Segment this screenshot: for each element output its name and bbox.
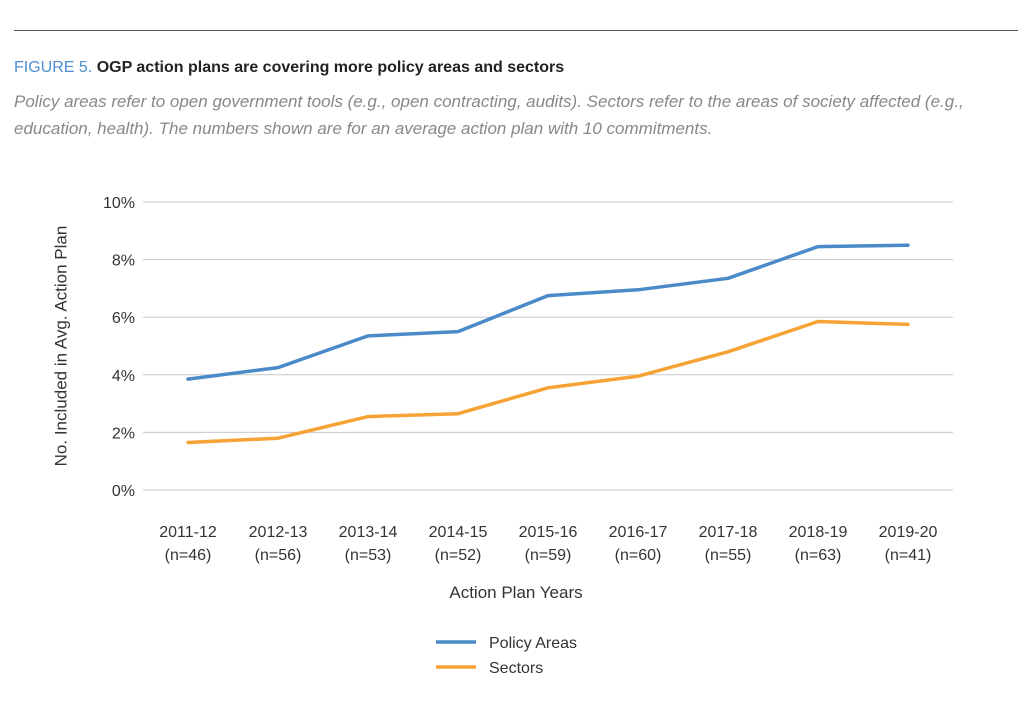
y-tick-label: 4% [112, 368, 135, 385]
y-tick-labels: 0% 2% 4% 6% 8% 10% [103, 195, 135, 500]
x-tick-label: 2017-18 [699, 524, 758, 541]
y-axis-title: No. Included in Avg. Action Plan [51, 226, 70, 467]
x-tick-label: (n=59) [525, 547, 572, 564]
series-lines [186, 243, 910, 445]
x-tick-label: (n=52) [435, 547, 482, 564]
x-axis-title: Action Plan Years [449, 583, 582, 602]
x-tick-label: 2012-13 [249, 524, 308, 541]
y-tick-label: 2% [112, 425, 135, 442]
y-tick-label: 8% [112, 253, 135, 270]
figure-title: FIGURE 5. OGP action plans are covering … [14, 59, 564, 77]
y-tick-label: 0% [112, 483, 135, 500]
x-tick-label: 2018-19 [789, 524, 848, 541]
x-tick-label: 2014-15 [429, 524, 488, 541]
x-tick-label: (n=55) [705, 547, 752, 564]
x-tick-label: 2015-16 [519, 524, 578, 541]
x-tick-label: 2011-12 [159, 524, 217, 541]
series-line [186, 319, 910, 445]
figure-subtitle: Policy areas refer to open government to… [14, 92, 964, 138]
x-tick-label: (n=56) [255, 547, 302, 564]
gridlines [143, 201, 953, 491]
x-tick-label: (n=41) [885, 547, 932, 564]
x-tick-label: (n=46) [165, 547, 212, 564]
y-tick-label: 10% [103, 195, 135, 212]
legend: Policy Areas Sectors [436, 635, 577, 677]
x-tick-label: (n=63) [795, 547, 842, 564]
x-tick-label: 2013-14 [339, 524, 398, 541]
top-rule [14, 30, 1018, 31]
x-tick-label: 2019-20 [879, 524, 938, 541]
figure-label: FIGURE 5. [14, 59, 93, 76]
x-tick-label: (n=53) [345, 547, 392, 564]
x-tick-label: 2016-17 [609, 524, 668, 541]
series-line [186, 243, 910, 381]
x-tick-labels: 2011-12 (n=46) 2012-13 (n=56) 2013-14 (n=53) 2… [159, 524, 937, 564]
legend-label: Sectors [489, 660, 543, 677]
legend-label: Policy Areas [489, 635, 577, 652]
figure-headline: OGP action plans are covering more polic… [96, 59, 565, 76]
y-tick-label: 6% [112, 310, 135, 327]
x-tick-label: (n=60) [615, 547, 662, 564]
